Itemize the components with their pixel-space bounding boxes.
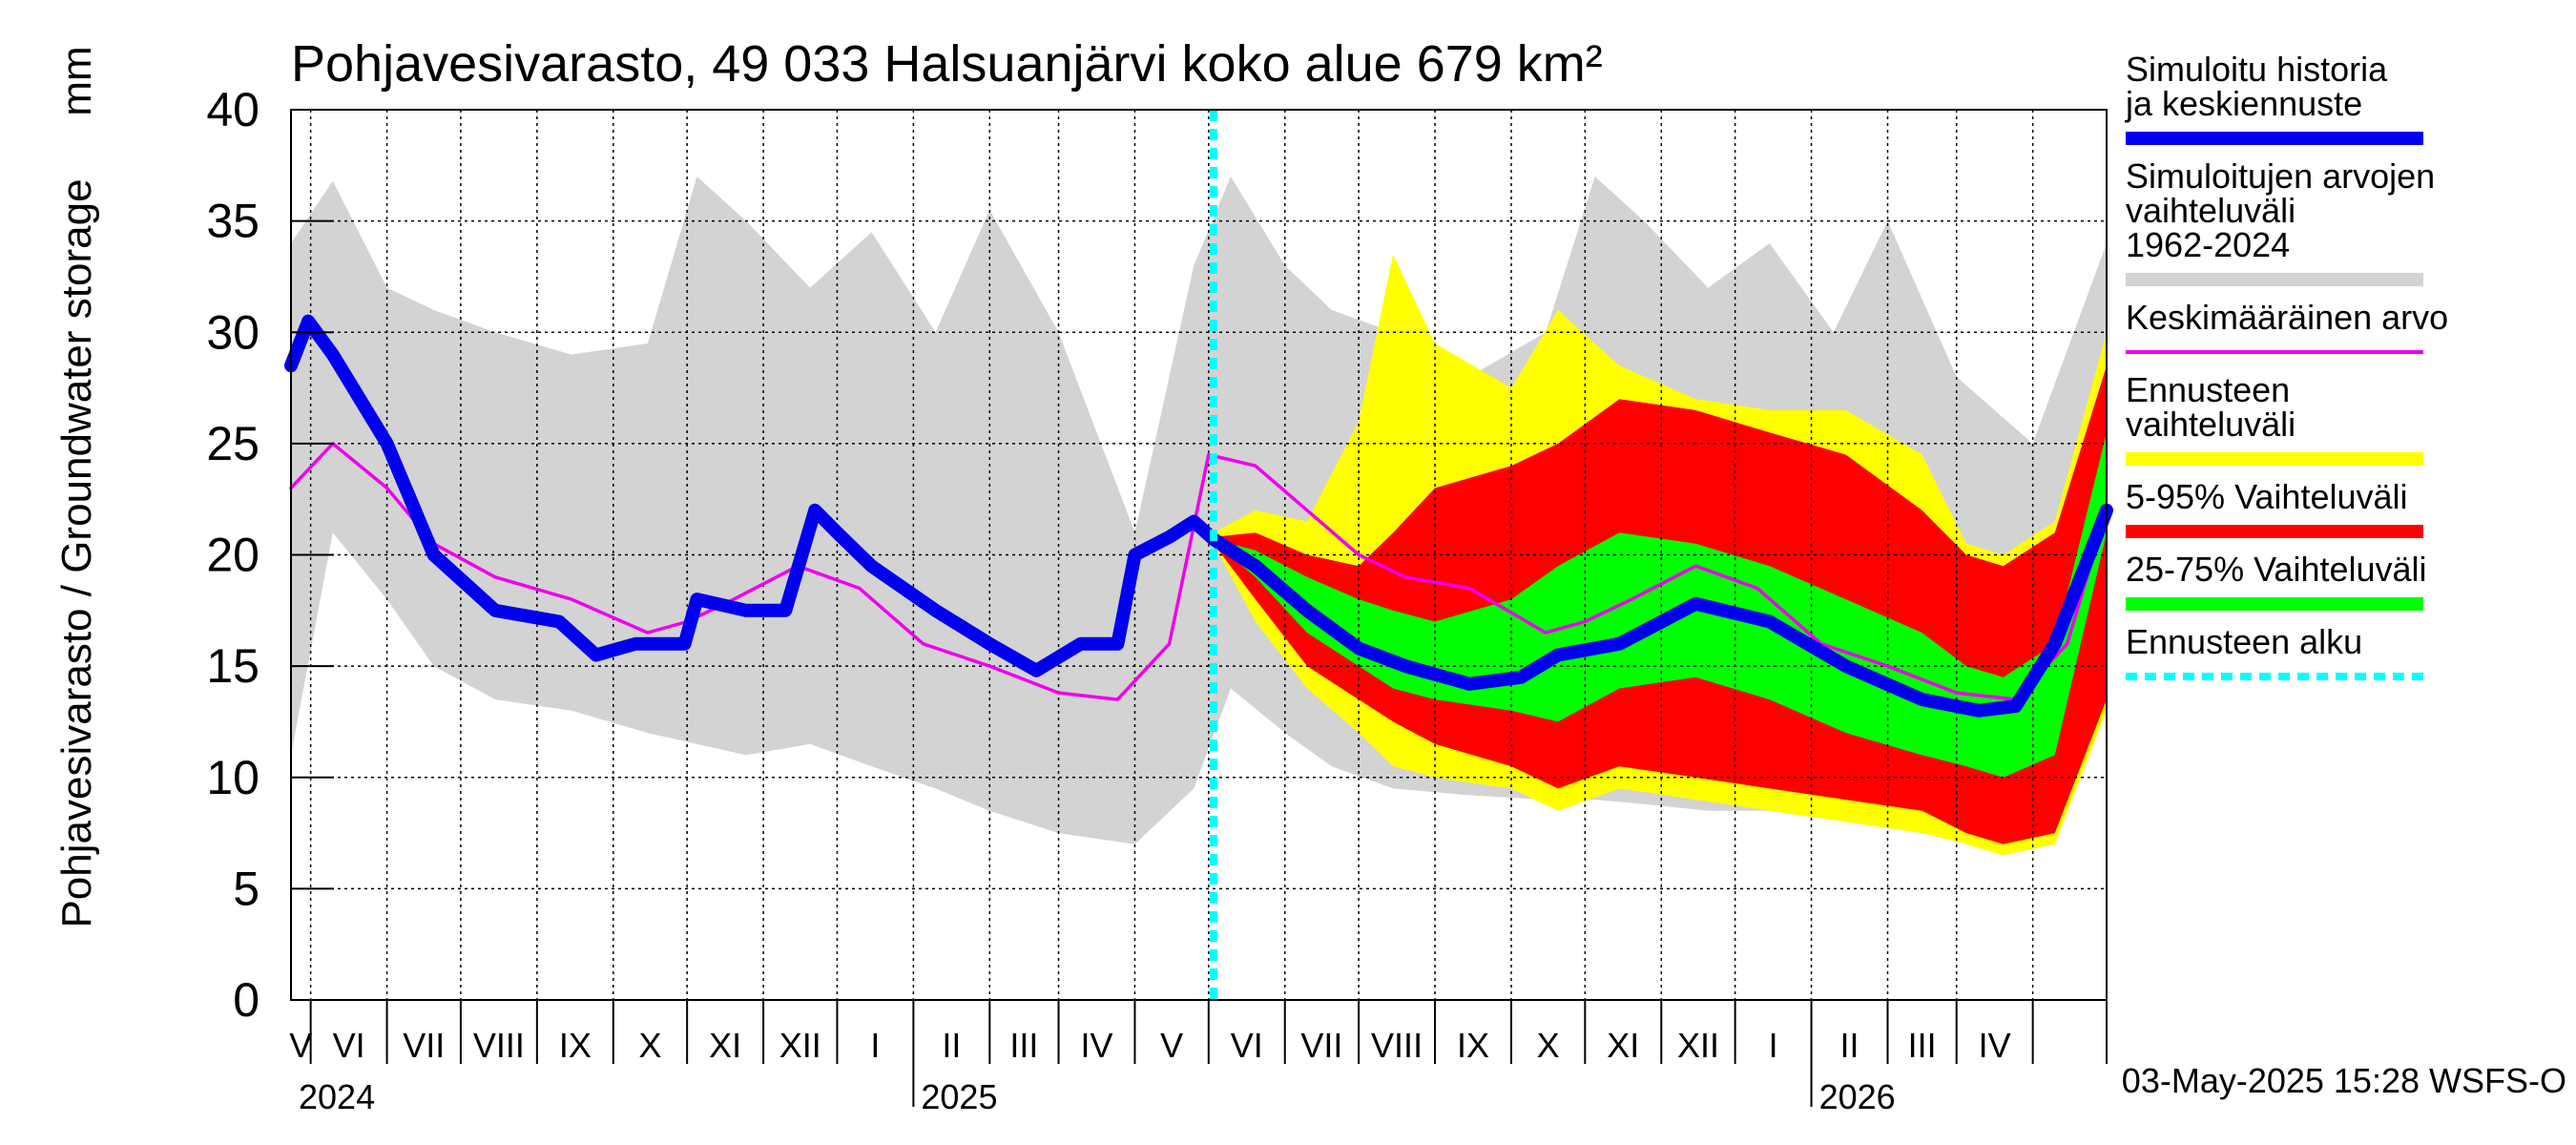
legend-label: vaihteluväli	[2126, 191, 2296, 230]
legend-label: 1962-2024	[2126, 225, 2290, 264]
x-month-label: VI	[333, 1026, 365, 1065]
x-year-label: 2026	[1819, 1077, 1896, 1116]
legend-item: Keskimääräinen arvo	[2126, 298, 2448, 354]
series-line-5	[284, 314, 2113, 718]
y-tick-label: 20	[206, 529, 260, 582]
legend-label: Simuloitujen arvojen	[2126, 156, 2435, 196]
x-month-label: V	[289, 1026, 312, 1065]
y-axis-label: Pohjavesivarasto / Groundwater storage	[53, 178, 100, 927]
x-month-label: X	[638, 1026, 661, 1065]
y-tick-label: 0	[233, 973, 260, 1027]
x-month-label: VII	[1300, 1026, 1342, 1065]
legend-label: 5-95% Vaihteluväli	[2126, 477, 2408, 516]
legend-item: Simuloitujen arvojenvaihteluväli1962-202…	[2126, 156, 2435, 286]
x-month-label: III	[1009, 1026, 1038, 1065]
x-month-label: II	[942, 1026, 961, 1065]
chart-title: Pohjavesivarasto, 49 033 Halsuanjärvi ko…	[291, 35, 1603, 93]
legend-label: Keskimääräinen arvo	[2126, 298, 2448, 337]
legend-label: vaihteluväli	[2126, 405, 2296, 444]
y-tick-label: 25	[206, 417, 260, 470]
y-tick-label: 5	[233, 862, 260, 915]
x-month-label: VII	[403, 1026, 445, 1065]
x-month-label: VIII	[473, 1026, 525, 1065]
x-year-label: 2024	[299, 1077, 375, 1116]
x-month-label: I	[1769, 1026, 1778, 1065]
series-line-4	[289, 442, 2109, 701]
x-month-label: VI	[1231, 1026, 1263, 1065]
legend-label: Simuloitu historia	[2126, 50, 2388, 89]
x-month-label: IV	[1979, 1026, 2011, 1065]
x-month-label: II	[1840, 1026, 1859, 1065]
y-tick-label: 30	[206, 305, 260, 359]
x-month-label: IX	[559, 1026, 592, 1065]
legend-label: 25-75% Vaihteluväli	[2126, 550, 2427, 589]
y-tick-label: 40	[206, 83, 260, 136]
x-month-label: I	[870, 1026, 880, 1065]
timestamp-footer: 03-May-2025 15:28 WSFS-O	[2122, 1061, 2566, 1100]
x-month-label: X	[1537, 1026, 1560, 1065]
x-month-label: XI	[709, 1026, 741, 1065]
x-year-label: 2025	[921, 1077, 997, 1116]
legend-item: 5-95% Vaihteluväli	[2126, 477, 2423, 538]
y-tick-label: 35	[206, 195, 260, 248]
y-tick-label: 10	[206, 751, 260, 804]
y-tick-label: 15	[206, 639, 260, 693]
x-month-label: XI	[1607, 1026, 1639, 1065]
y-axis-unit: mm	[53, 46, 100, 115]
x-month-label: VIII	[1371, 1026, 1423, 1065]
x-month-label: IV	[1080, 1026, 1112, 1065]
legend-label: Ennusteen alku	[2126, 622, 2362, 661]
legend-label: ja keskiennuste	[2125, 84, 2362, 123]
x-month-label: III	[1908, 1026, 1937, 1065]
x-month-label: XII	[779, 1026, 821, 1065]
legend-item: Ennusteen alku	[2126, 622, 2423, 680]
legend-label: Ennusteen	[2126, 370, 2290, 409]
x-month-label: XII	[1677, 1026, 1719, 1065]
x-month-label: V	[1160, 1026, 1183, 1065]
legend-item: 25-75% Vaihteluväli	[2126, 550, 2427, 611]
x-month-label: IX	[1457, 1026, 1489, 1065]
x-axis: V VI VII VIII IX X XI XII I II III IV V VI VII VIII IX X X…	[289, 1000, 2108, 1116]
band-3	[1214, 432, 2107, 778]
